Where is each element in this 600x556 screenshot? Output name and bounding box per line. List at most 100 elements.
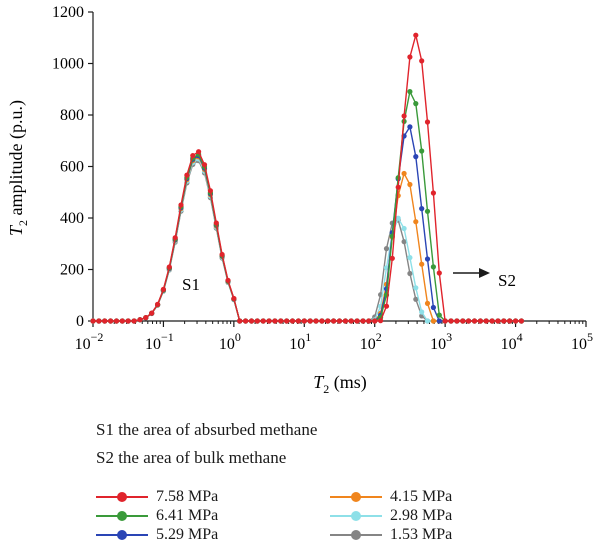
data-point <box>454 318 460 324</box>
y-axis-ticks: 0 200 400 600 800 1000 1200 <box>52 4 93 330</box>
data-point <box>401 239 407 245</box>
data-point <box>419 261 425 267</box>
data-point <box>354 318 360 324</box>
y-tick-label: 0 <box>76 313 84 330</box>
series-2_98-MPa <box>90 156 525 324</box>
data-point <box>436 270 442 276</box>
data-point <box>407 124 413 130</box>
legend-label: 1.53 MPa <box>390 526 453 543</box>
data-point <box>90 318 96 324</box>
data-point <box>513 318 519 324</box>
legend-label: 7.58 MPa <box>156 488 219 505</box>
legend-swatch <box>330 509 382 523</box>
data-point <box>166 264 172 270</box>
data-point <box>372 318 378 324</box>
data-point <box>149 310 155 316</box>
data-point <box>466 318 472 324</box>
data-point <box>219 251 225 258</box>
data-point <box>419 148 425 154</box>
data-point <box>225 277 231 283</box>
series-7_58-MPa <box>90 32 525 324</box>
data-point <box>489 318 495 324</box>
data-point <box>231 295 237 302</box>
data-point <box>424 119 431 125</box>
data-point <box>102 318 108 324</box>
data-point <box>366 318 372 324</box>
data-point <box>424 208 431 214</box>
data-point <box>395 215 401 221</box>
data-point <box>495 318 501 324</box>
data-point <box>401 113 407 119</box>
data-point <box>430 318 436 324</box>
data-point <box>325 318 331 324</box>
data-point <box>137 317 143 323</box>
series-line <box>93 125 522 322</box>
data-point <box>272 318 278 324</box>
series-line <box>93 89 522 322</box>
legend-item: 2.98 MPa <box>330 506 452 526</box>
data-point <box>442 318 448 324</box>
data-point <box>278 318 284 324</box>
note-s2: S2 the area of bulk methane <box>96 448 287 467</box>
data-point <box>424 300 431 306</box>
data-point <box>407 255 413 261</box>
legend-item: 6.41 MPa <box>96 506 218 526</box>
data-point <box>119 318 125 324</box>
legend-item: 1.53 MPa <box>330 525 452 545</box>
data-point <box>501 318 507 324</box>
series-6_41-MPa <box>90 89 525 324</box>
data-point <box>419 309 425 315</box>
series-1_53-MPa <box>90 158 525 324</box>
series-line <box>93 159 522 322</box>
y-tick-label: 600 <box>60 159 84 176</box>
data-point <box>307 318 313 324</box>
data-point <box>483 318 489 324</box>
data-point <box>413 285 419 291</box>
y-tick-label: 400 <box>60 210 84 227</box>
data-point <box>407 54 413 60</box>
data-point <box>319 318 325 324</box>
data-point <box>401 225 407 232</box>
data-point <box>248 318 255 324</box>
data-point <box>360 318 366 324</box>
data-point <box>301 318 307 324</box>
data-point <box>419 206 425 212</box>
note-s1: S1 the area of absurbed methane <box>96 420 318 439</box>
legend-label: 4.15 MPa <box>390 488 453 505</box>
series-layer <box>90 32 525 324</box>
data-point <box>201 162 208 168</box>
data-point <box>419 58 425 64</box>
data-point <box>430 264 436 270</box>
data-point <box>178 202 184 208</box>
data-point <box>336 318 343 324</box>
data-point <box>190 153 196 159</box>
data-point <box>430 304 436 311</box>
data-point <box>389 255 395 261</box>
series-4_15-MPa <box>90 154 525 324</box>
data-point <box>395 184 401 190</box>
legend-label: 6.41 MPa <box>156 507 219 524</box>
x-tick-label: 100 <box>219 330 241 353</box>
data-point <box>342 318 348 324</box>
data-point <box>96 318 102 324</box>
data-point <box>436 318 442 324</box>
data-point <box>413 32 419 38</box>
data-point <box>196 149 202 155</box>
data-point <box>260 318 266 324</box>
data-point <box>507 318 513 324</box>
data-point <box>237 318 243 324</box>
data-point <box>477 318 483 324</box>
x-tick-label: 104 <box>501 330 523 353</box>
legend-swatch <box>96 509 148 523</box>
data-point <box>471 318 478 324</box>
series-5_29-MPa <box>90 124 525 324</box>
data-point <box>284 318 290 324</box>
s2-arrow <box>453 268 490 278</box>
x-axis-ticks: 10−2 10−1 100 101 102 103 104 105 <box>75 321 593 353</box>
data-point <box>207 188 213 194</box>
data-point <box>424 318 431 324</box>
data-point <box>243 318 249 324</box>
series-line <box>93 35 522 322</box>
x-tick-label: 102 <box>360 330 382 353</box>
